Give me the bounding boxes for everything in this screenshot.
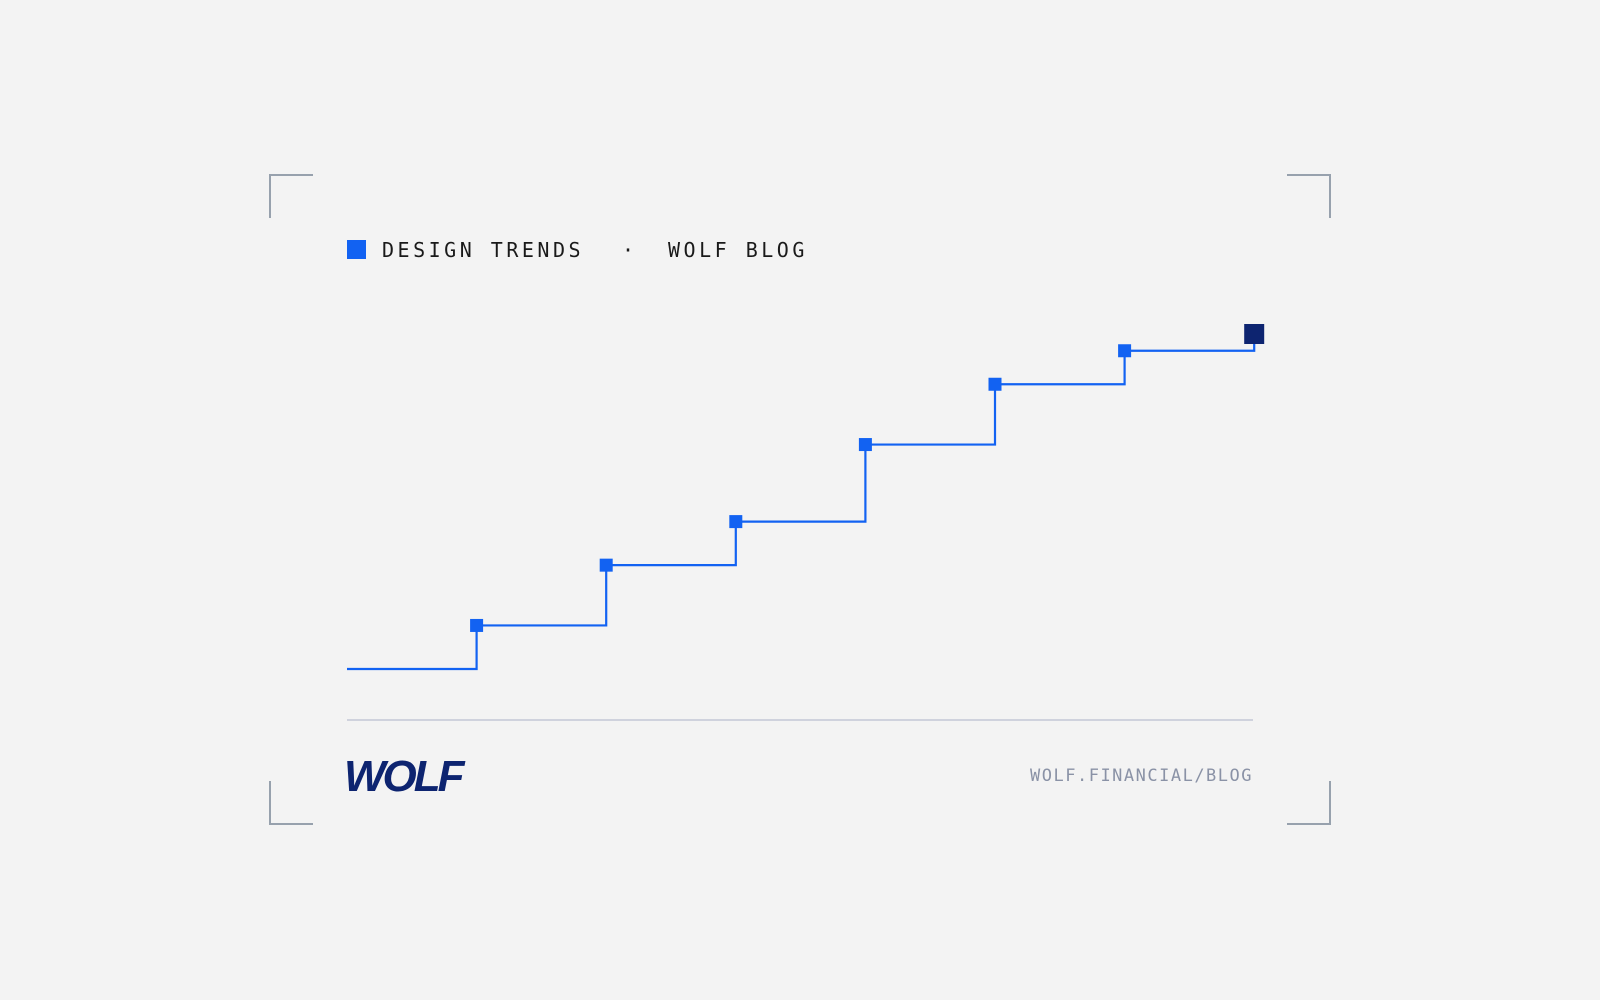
corner bbox=[269, 781, 313, 825]
step-marker bbox=[599, 558, 613, 572]
step-marker bbox=[1118, 344, 1132, 358]
corner bbox=[1287, 781, 1331, 825]
url: WOLF.FINANCIAL/BLOG bbox=[1030, 766, 1253, 786]
step-marker bbox=[729, 515, 743, 529]
logo: WOLF bbox=[344, 752, 466, 801]
separator: · bbox=[622, 238, 634, 262]
tag-square bbox=[347, 240, 366, 259]
step-line bbox=[347, 334, 1256, 671]
tag: DESIGN TRENDS bbox=[382, 238, 584, 262]
corner-marks bbox=[269, 174, 1331, 825]
step-marker bbox=[858, 438, 872, 452]
corner bbox=[1287, 174, 1331, 218]
step-marker bbox=[988, 377, 1002, 391]
step-marker bbox=[1244, 324, 1265, 344]
source: WOLF BLOG bbox=[668, 238, 808, 262]
plot bbox=[347, 324, 1265, 671]
corner bbox=[269, 174, 313, 218]
step-marker bbox=[470, 618, 484, 632]
